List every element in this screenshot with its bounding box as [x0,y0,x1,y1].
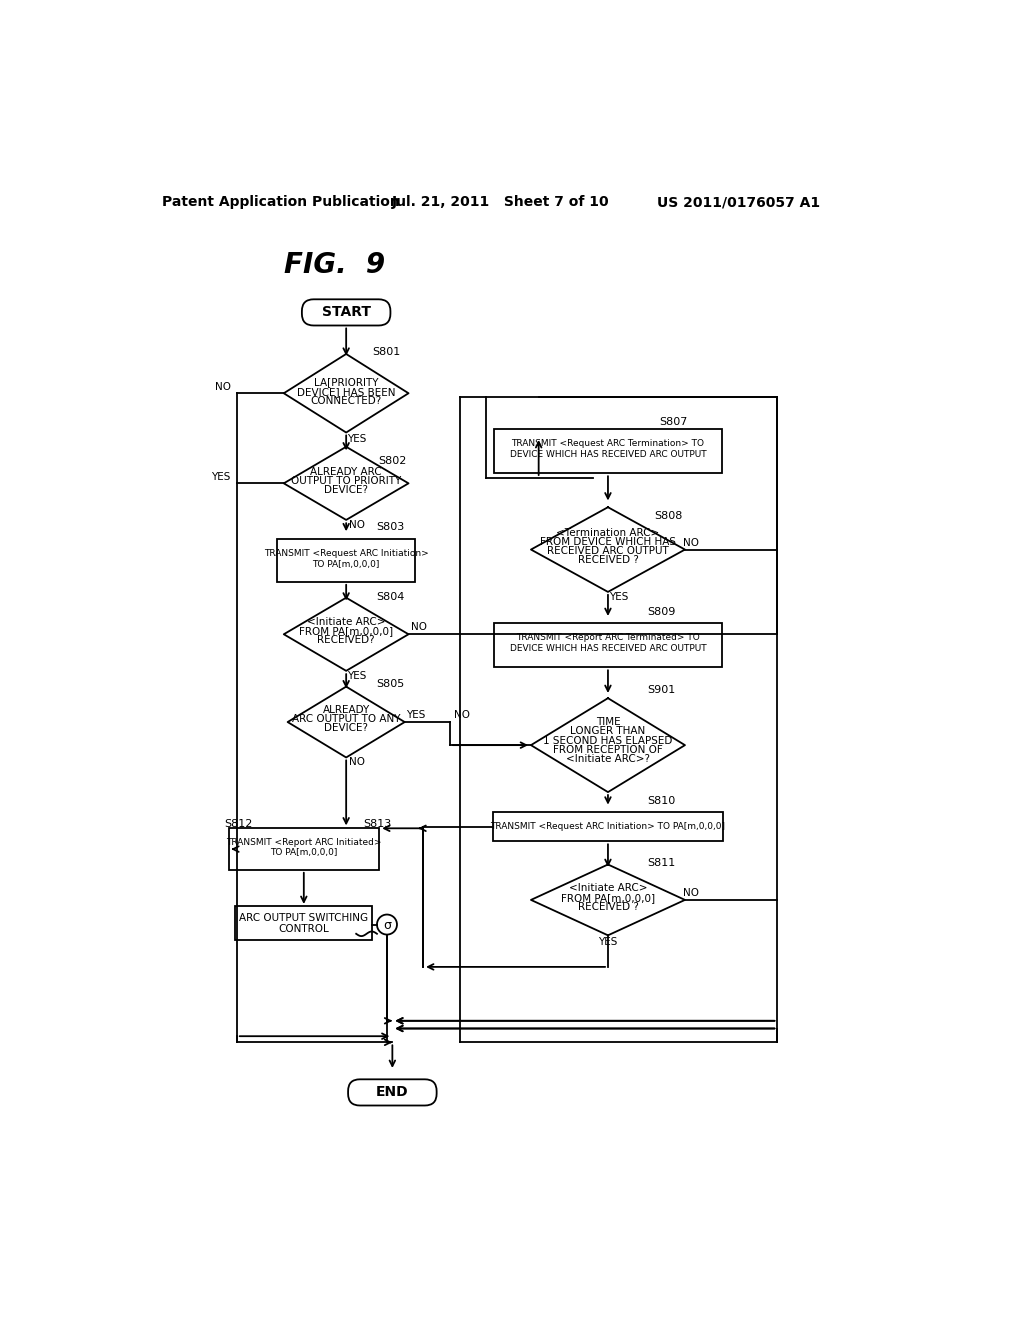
Text: YES: YES [347,434,367,444]
Text: <Termination ARC>: <Termination ARC> [556,528,659,537]
Text: FROM RECEPTION OF: FROM RECEPTION OF [553,744,663,755]
Text: S808: S808 [654,511,682,521]
Bar [276,539,416,582]
Bar [494,812,723,841]
Text: YES: YES [406,710,425,721]
Text: DEVICE?: DEVICE? [325,723,369,733]
Text: DEVICE WHICH HAS RECEIVED ARC OUTPUT: DEVICE WHICH HAS RECEIVED ARC OUTPUT [510,450,707,458]
Text: RECEIVED ?: RECEIVED ? [578,902,638,912]
Text: YES: YES [347,671,367,681]
Text: YES: YES [211,473,230,482]
Text: NO: NO [215,381,230,392]
Bar [236,906,373,940]
Text: YES: YES [609,593,629,602]
Text: TRANSMIT <Request ARC Initiation>: TRANSMIT <Request ARC Initiation> [264,549,428,558]
Text: NO: NO [683,537,699,548]
Text: TO PA[m,0,0,0]: TO PA[m,0,0,0] [270,849,338,858]
Text: US 2011/0176057 A1: US 2011/0176057 A1 [657,195,820,210]
Text: RECEIVED?: RECEIVED? [317,635,375,645]
Text: <Initiate ARC>: <Initiate ARC> [568,883,647,894]
Text: LA[PRIORITY: LA[PRIORITY [314,378,379,388]
Text: YES: YES [598,937,617,948]
Text: S812: S812 [224,820,253,829]
Text: S804: S804 [377,593,406,602]
Text: S802: S802 [378,455,407,466]
Text: TRANSMIT <Report ARC Terminated> TO: TRANSMIT <Report ARC Terminated> TO [516,632,699,642]
Text: FIG.  9: FIG. 9 [284,251,385,279]
Text: S801: S801 [372,347,400,358]
Text: ALREADY ARC: ALREADY ARC [310,467,382,477]
Text: END: END [376,1085,409,1100]
Text: FROM DEVICE WHICH HAS: FROM DEVICE WHICH HAS [540,537,676,546]
Text: <Initiate ARC>?: <Initiate ARC>? [566,754,650,764]
Text: START: START [322,305,371,319]
Text: RECEIVED ?: RECEIVED ? [578,556,638,565]
Text: S803: S803 [377,523,404,532]
Text: S813: S813 [362,820,391,829]
Text: TIME: TIME [596,717,621,727]
Text: NO: NO [349,520,365,529]
Text: S807: S807 [659,417,687,426]
Text: DEVICE] HAS BEEN: DEVICE] HAS BEEN [297,387,395,397]
Text: OUTPUT TO PRIORITY: OUTPUT TO PRIORITY [291,477,401,486]
Text: TRANSMIT <Request ARC Termination> TO: TRANSMIT <Request ARC Termination> TO [511,438,705,447]
Text: S901: S901 [648,685,676,694]
Text: CONNECTED?: CONNECTED? [310,396,382,407]
Text: NO: NO [454,710,470,721]
Text: 1 SECOND HAS ELAPSED: 1 SECOND HAS ELAPSED [544,735,673,746]
Text: NO: NO [349,758,365,767]
Text: DEVICE?: DEVICE? [325,486,369,495]
Text: NO: NO [683,888,699,898]
Text: S810: S810 [648,796,676,805]
Bar [495,429,722,474]
Text: LONGER THAN: LONGER THAN [570,726,645,737]
Text: CONTROL: CONTROL [279,924,329,935]
Bar [495,623,722,668]
Text: Jul. 21, 2011   Sheet 7 of 10: Jul. 21, 2011 Sheet 7 of 10 [391,195,609,210]
Text: ARC OUTPUT SWITCHING: ARC OUTPUT SWITCHING [240,913,369,924]
Text: S811: S811 [648,858,676,869]
Text: ALREADY: ALREADY [323,705,370,714]
Text: FROM PA[m,0,0,0]: FROM PA[m,0,0,0] [299,626,393,636]
Text: S805: S805 [377,680,404,689]
Text: DEVICE WHICH HAS RECEIVED ARC OUTPUT: DEVICE WHICH HAS RECEIVED ARC OUTPUT [510,644,707,652]
Text: TRANSMIT <Report ARC Initiated>: TRANSMIT <Report ARC Initiated> [226,838,382,846]
Text: <Initiate ARC>: <Initiate ARC> [307,616,385,627]
Text: TRANSMIT <Request ARC Initiation> TO PA[m,0,0,0]: TRANSMIT <Request ARC Initiation> TO PA[… [490,822,725,832]
Bar [228,829,379,870]
Text: NO: NO [411,622,427,632]
Text: σ: σ [383,919,391,932]
Text: RECEIVED ARC OUTPUT: RECEIVED ARC OUTPUT [547,546,669,556]
Text: FROM PA[m,0,0,0]: FROM PA[m,0,0,0] [561,892,655,903]
Text: TO PA[m,0,0,0]: TO PA[m,0,0,0] [312,560,380,569]
Text: ARC OUTPUT TO ANY: ARC OUTPUT TO ANY [292,714,400,723]
Text: S809: S809 [647,607,676,616]
Text: Patent Application Publication: Patent Application Publication [162,195,399,210]
